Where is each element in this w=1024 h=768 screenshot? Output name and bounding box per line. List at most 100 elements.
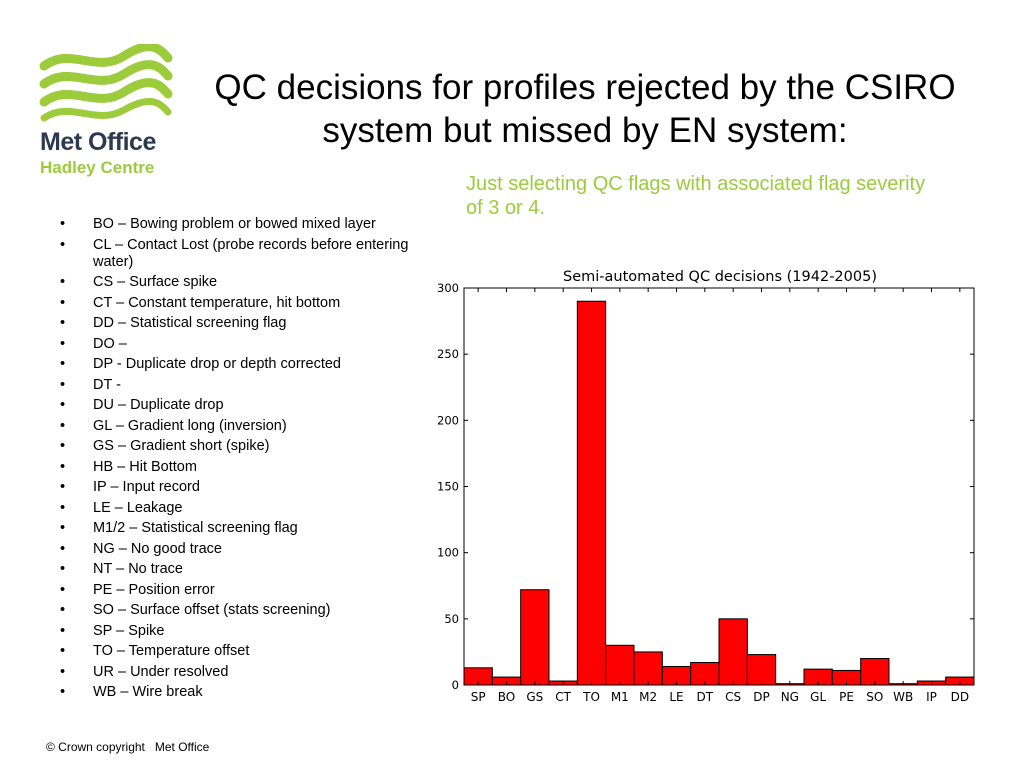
legend-item: • SO – Surface offset (stats screening) [60, 602, 440, 619]
page-subtitle: Just selecting QC flags with associated … [466, 173, 926, 219]
x-tick-label: SO [866, 690, 883, 704]
logo-text-hadley-centre: Hadley Centre [40, 158, 155, 177]
bullet-icon: • [60, 643, 66, 659]
x-tick-label: LE [669, 690, 683, 704]
x-tick-label: IP [926, 690, 937, 704]
legend-item: • DO – [60, 336, 440, 353]
legend-item: • NG – No good trace [60, 541, 440, 558]
x-tick-label: WB [893, 690, 913, 704]
copyright-footer: © Crown copyright Met Office [46, 740, 210, 754]
x-tick-label: M2 [639, 690, 657, 704]
chart-title: Semi-automated QC decisions (1942-2005) [563, 269, 877, 285]
bullet-icon: • [60, 602, 66, 618]
wave-logo-icon [39, 44, 173, 122]
bullet-icon: • [60, 561, 66, 577]
legend-item-text: SP – Spike [93, 622, 165, 639]
legend-item: • BO – Bowing problem or bowed mixed laye… [60, 216, 440, 233]
y-tick-label: 150 [437, 480, 459, 494]
legend-item-text: LE – Leakage [93, 499, 183, 516]
bar-cs [718, 618, 748, 686]
legend-item-text: GS – Gradient short (spike) [93, 438, 270, 454]
bar-m2 [633, 651, 663, 686]
x-tick-label: DP [753, 690, 769, 704]
bullet-icon: • [60, 479, 66, 495]
legend-item-text: CL – Contact Lost (probe records before … [93, 236, 409, 270]
x-tick-label: CS [725, 690, 741, 704]
x-tick-label: DT [697, 690, 714, 704]
x-tick-label: GS [526, 690, 543, 704]
legend-item-text: TO – Temperature offset [93, 643, 250, 659]
bullet-icon: • [60, 216, 66, 232]
legend-item: • GL – Gradient long (inversion) [60, 418, 440, 435]
legend-item: • WB – Wire break [60, 684, 440, 701]
bullet-icon: • [60, 499, 66, 516]
legend-item: • IP – Input record [60, 479, 440, 496]
y-tick-label: 0 [452, 678, 459, 692]
legend-item-text: SO – Surface offset (stats screening) [93, 602, 331, 618]
legend-item-text: PE – Position error [93, 581, 215, 598]
legend-item: • M1/2 – Statistical screening flag [60, 520, 440, 537]
x-tick-label: DD [951, 690, 969, 704]
legend-item-text: DO – [93, 335, 127, 352]
y-tick-label: 250 [437, 347, 459, 361]
legend-item: • UR – Under resolved [60, 664, 440, 681]
x-tick-label: TO [582, 690, 600, 704]
x-tick-label: GL [810, 690, 826, 704]
bullet-icon: • [60, 294, 66, 311]
bar-to [576, 300, 607, 686]
legend-item: • DU – Duplicate drop [60, 397, 440, 414]
legend-item-text: CS – Surface spike [93, 274, 218, 290]
legend-item-text: UR – Under resolved [93, 663, 229, 680]
legend-item: • PE – Position error [60, 582, 440, 599]
bullet-icon: • [60, 438, 66, 454]
legend-item: • CL – Contact Lost (probe records before… [60, 237, 440, 271]
bullet-icon: • [60, 581, 66, 598]
legend-item-text: DT - [93, 376, 121, 393]
legend-item: • HB – Hit Bottom [60, 459, 440, 476]
y-tick-label: 50 [444, 612, 459, 626]
y-tick-label: 200 [437, 413, 459, 427]
legend-item-text: DU – Duplicate drop [93, 397, 224, 413]
legend-item-text: DP - Duplicate drop or depth corrected [93, 356, 341, 372]
bullet-icon: • [60, 663, 66, 680]
x-tick-label: M1 [611, 690, 629, 704]
legend-item: • NT – No trace [60, 561, 440, 578]
legend-item: • GS – Gradient short (spike) [60, 438, 440, 455]
bullet-icon: • [60, 376, 66, 393]
flag-legend-list: • BO – Bowing problem or bowed mixed laye… [60, 216, 440, 705]
bullet-icon: • [60, 315, 66, 331]
bullet-icon: • [60, 520, 66, 536]
bullet-icon: • [60, 684, 66, 700]
legend-item: • DD – Statistical screening flag [60, 315, 440, 332]
x-tick-label: SP [471, 690, 486, 704]
legend-item: • TO – Temperature offset [60, 643, 440, 660]
legend-item-text: BO – Bowing problem or bowed mixed layer [93, 216, 376, 232]
legend-item-text: WB – Wire break [93, 684, 203, 700]
bullet-icon: • [60, 417, 66, 434]
legend-item: • CS – Surface spike [60, 274, 440, 291]
page-title: QC decisions for profiles rejected by th… [214, 68, 956, 150]
bullet-icon: • [60, 622, 66, 639]
legend-item-text: NG – No good trace [93, 540, 222, 557]
legend-item-text: HB – Hit Bottom [93, 458, 197, 475]
axes-group: SP BO GS CT TO M1 M2 LE DT CS DP NG GL PE SO WB IP DD 0 50 1… [437, 281, 974, 704]
legend-item: • CT – Constant temperature, hit bottom [60, 295, 440, 312]
legend-item: • LE – Leakage [60, 500, 440, 517]
legend-item: • DP - Duplicate drop or depth corrected [60, 356, 440, 373]
legend-item: • SP – Spike [60, 623, 440, 640]
x-tick-label: BO [498, 690, 515, 704]
bar-dp [746, 654, 777, 686]
legend-item-text: NT – No trace [93, 561, 183, 577]
logo-text-met-office: Met Office [40, 128, 156, 156]
bullet-icon: • [60, 540, 66, 557]
bullet-icon: • [60, 397, 66, 413]
legend-item-text: M1/2 – Statistical screening flag [93, 520, 298, 536]
bullet-icon: • [60, 458, 66, 475]
x-tick-label: PE [839, 690, 854, 704]
bar-gs [520, 589, 550, 686]
y-tick-label: 300 [437, 281, 459, 295]
legend-item: • DT - [60, 377, 440, 394]
legend-item-text: GL – Gradient long (inversion) [93, 417, 287, 434]
qc-bar-chart: Semi-automated QC decisions (1942-2005) … [437, 269, 975, 704]
bar-group [463, 300, 975, 686]
